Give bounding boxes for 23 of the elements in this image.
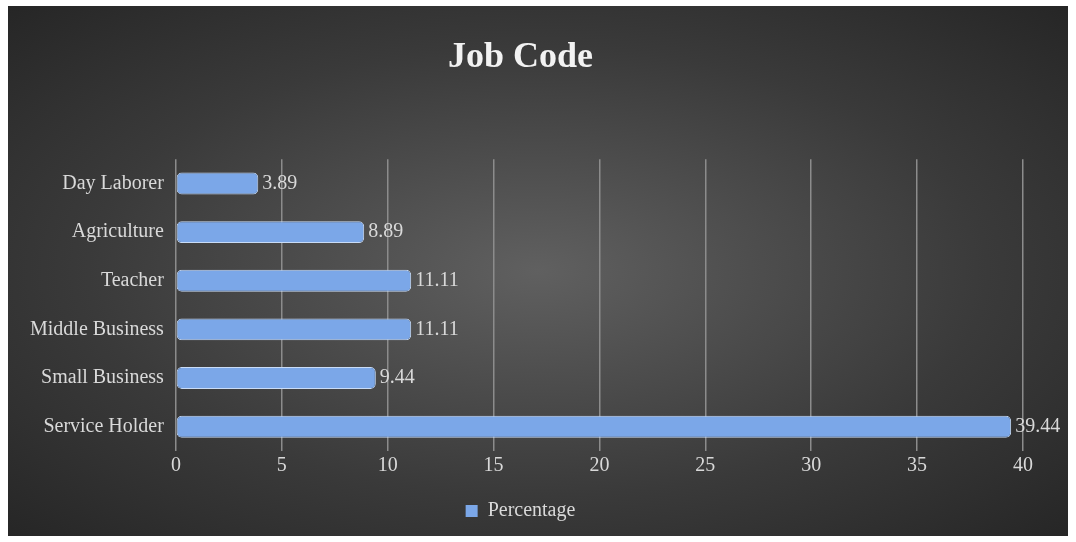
x-tick-label: 30: [801, 453, 822, 476]
y-tick-label: Middle Business: [29, 316, 165, 339]
data-label: 11.11: [415, 316, 459, 339]
data-label: 9.44: [379, 365, 415, 388]
data-label: 8.89: [368, 219, 404, 242]
x-tick-label: 25: [695, 453, 716, 476]
data-label: 11.11: [415, 268, 459, 291]
y-tick-label: Service Holder: [43, 413, 165, 436]
x-tick-label: 0: [170, 453, 181, 476]
x-tick-label: 5: [276, 453, 287, 476]
y-tick-label: Agriculture: [71, 219, 165, 243]
y-tick-label: Day Laborer: [62, 170, 165, 194]
x-tick-label: 35: [907, 453, 928, 476]
x-tick-label: 20: [589, 453, 610, 476]
y-tick-label: Small Business: [41, 365, 165, 388]
data-label: 3.89: [262, 170, 298, 193]
x-tick-label: 40: [1013, 453, 1033, 476]
x-tick-label: 15: [483, 453, 504, 476]
y-tick-label: Teacher: [100, 268, 165, 291]
data-label: 39.44: [1015, 413, 1061, 436]
x-tick-label: 10: [377, 453, 398, 476]
chart-title: Job Code: [447, 34, 594, 75]
legend-label: Percentage: [487, 498, 576, 522]
